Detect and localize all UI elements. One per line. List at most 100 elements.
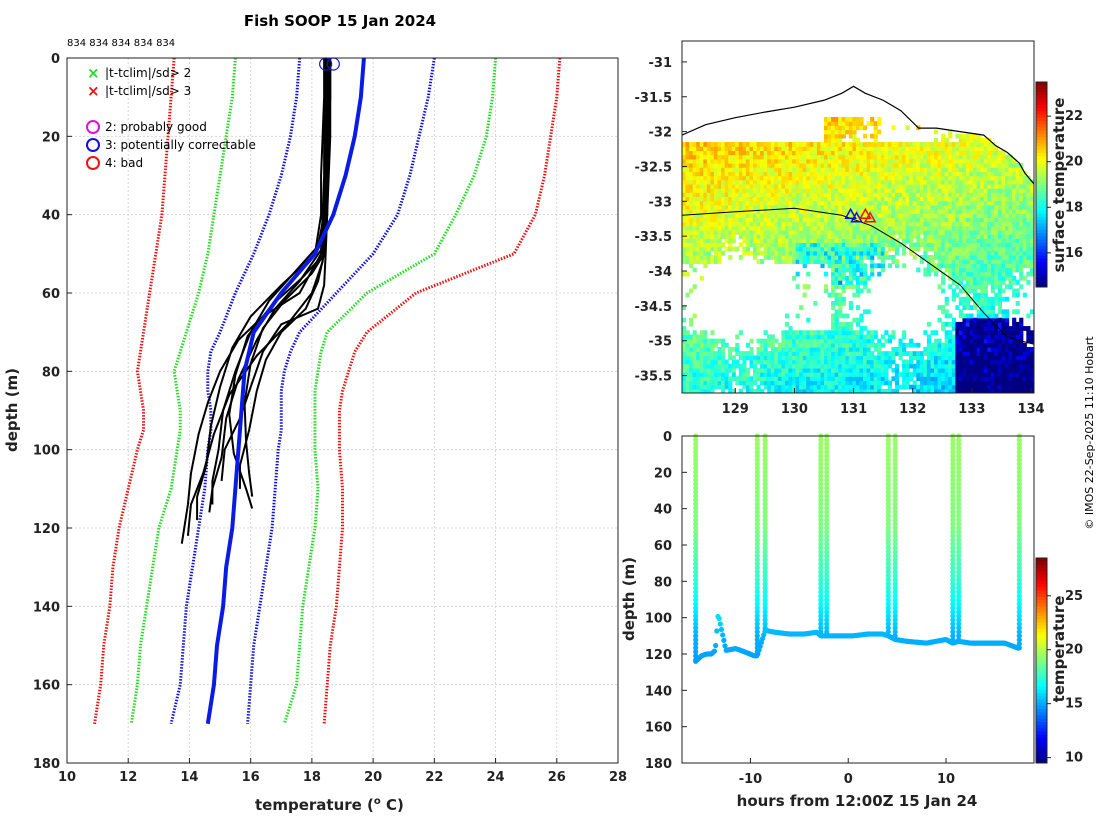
sst-cell bbox=[763, 376, 768, 382]
sst-cell bbox=[919, 376, 924, 382]
sst-cell bbox=[735, 376, 740, 382]
sst-cell bbox=[976, 158, 981, 164]
sst-cell bbox=[930, 242, 935, 248]
sst-cell bbox=[955, 359, 960, 365]
sst-cell bbox=[1005, 338, 1010, 344]
sst-cell bbox=[941, 372, 946, 377]
sst-cell bbox=[944, 158, 949, 164]
sst-cell bbox=[752, 188, 758, 193]
sst-cell bbox=[884, 376, 889, 382]
sst-cell bbox=[816, 204, 822, 210]
sst-cell bbox=[941, 275, 946, 281]
sst-cell bbox=[994, 275, 999, 281]
sst-cell bbox=[799, 183, 804, 189]
sst-cell bbox=[728, 254, 733, 260]
sst-cell bbox=[696, 242, 701, 248]
sst-cell bbox=[699, 384, 704, 390]
sst-cell bbox=[930, 234, 935, 239]
sst-cell bbox=[699, 204, 704, 210]
sst-cell bbox=[951, 221, 956, 227]
sst-cell bbox=[948, 376, 953, 382]
sst-cell bbox=[912, 188, 917, 193]
sst-cell bbox=[721, 363, 726, 369]
sst-cell bbox=[795, 338, 800, 344]
sst-cell bbox=[770, 154, 775, 160]
sst-cell bbox=[1019, 167, 1024, 172]
sst-cell bbox=[987, 171, 992, 177]
sst-cell bbox=[689, 346, 694, 352]
sst-cell bbox=[724, 208, 729, 214]
sst-cell bbox=[965, 330, 971, 336]
sst-cell bbox=[980, 305, 985, 310]
sst-cell bbox=[873, 346, 878, 352]
sst-cell bbox=[923, 238, 928, 244]
sst-cell bbox=[692, 146, 697, 152]
sst-cell bbox=[894, 167, 900, 172]
sst-cell bbox=[770, 167, 775, 172]
sst-cell bbox=[731, 372, 736, 377]
sst-cell bbox=[699, 380, 704, 386]
sst-cell bbox=[962, 351, 967, 356]
sst-cell bbox=[980, 363, 985, 369]
sst-cell bbox=[898, 221, 903, 227]
sst-cell bbox=[983, 250, 988, 256]
sst-cell bbox=[706, 359, 711, 365]
sst-cell bbox=[784, 171, 790, 177]
sst-cell bbox=[834, 116, 839, 122]
sst-cell bbox=[983, 229, 988, 235]
sst-cell bbox=[894, 250, 900, 256]
sst-cell bbox=[813, 246, 818, 252]
cast-point bbox=[693, 473, 699, 479]
sst-cell bbox=[806, 388, 811, 393]
sst-cell bbox=[724, 158, 729, 164]
sst-cell bbox=[990, 146, 995, 152]
sst-cell bbox=[770, 196, 775, 202]
sst-cell bbox=[958, 221, 964, 227]
sst-cell bbox=[955, 346, 960, 352]
sst-cell bbox=[934, 263, 939, 269]
sst-cell bbox=[813, 342, 818, 348]
sst-cell bbox=[891, 346, 896, 352]
sst-cell bbox=[951, 326, 956, 331]
sst-cell bbox=[969, 317, 974, 323]
sst-cell bbox=[994, 367, 999, 373]
sst-cell bbox=[745, 204, 751, 210]
sst-cell bbox=[987, 162, 992, 168]
sst-cell bbox=[841, 229, 846, 235]
sst-cell bbox=[930, 346, 935, 352]
sst-cell bbox=[976, 313, 981, 319]
sst-cell bbox=[866, 346, 871, 352]
sst-cell bbox=[767, 250, 772, 256]
sst-cell bbox=[777, 346, 782, 352]
sst-cell bbox=[813, 351, 818, 356]
sst-cell bbox=[859, 204, 864, 210]
sst-cell bbox=[976, 179, 981, 185]
sst-cell bbox=[749, 188, 754, 193]
observed-profile bbox=[243, 58, 332, 497]
sst-cell bbox=[834, 188, 839, 193]
sst-cell bbox=[948, 388, 953, 393]
sst-cell bbox=[749, 388, 754, 393]
sst-cell bbox=[891, 225, 896, 231]
sst-cell bbox=[731, 150, 736, 156]
sst-cell bbox=[951, 355, 956, 361]
sst-cell bbox=[721, 229, 726, 235]
sst-cell bbox=[902, 351, 907, 356]
sst-cell bbox=[926, 267, 932, 273]
sst-cell bbox=[831, 150, 836, 156]
deployment-marker bbox=[850, 211, 863, 223]
sst-cell bbox=[944, 221, 949, 227]
sst-cell bbox=[1015, 367, 1020, 373]
sst-cell bbox=[926, 229, 932, 235]
sst-cell bbox=[983, 221, 988, 227]
sst-cell bbox=[955, 334, 960, 340]
sst-cell bbox=[855, 280, 861, 285]
sst-cell bbox=[735, 188, 740, 193]
sst-cell bbox=[777, 359, 782, 365]
sst-cell bbox=[965, 367, 971, 373]
sst-cell bbox=[958, 171, 964, 177]
map-colorbar-swatch bbox=[1036, 155, 1047, 160]
sst-cell bbox=[997, 334, 1003, 340]
sst-cell bbox=[973, 305, 978, 310]
sst-cell bbox=[823, 158, 829, 164]
